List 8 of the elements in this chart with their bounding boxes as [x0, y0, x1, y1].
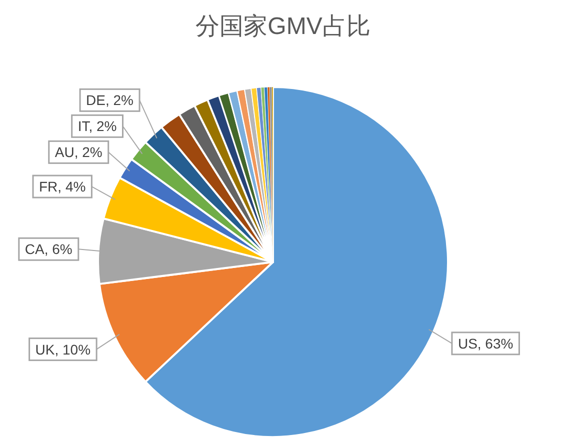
slice-label: FR, 4%	[39, 178, 86, 195]
slice-label: IT, 2%	[78, 118, 117, 134]
chart-title: 分国家GMV占比	[196, 13, 370, 40]
slice-label: CA, 6%	[24, 241, 72, 258]
slice-label: UK, 10%	[35, 341, 91, 358]
slice-label: DE, 2%	[86, 92, 134, 108]
slice-label: AU, 2%	[54, 144, 102, 160]
slice-label: US, 63%	[458, 335, 514, 352]
